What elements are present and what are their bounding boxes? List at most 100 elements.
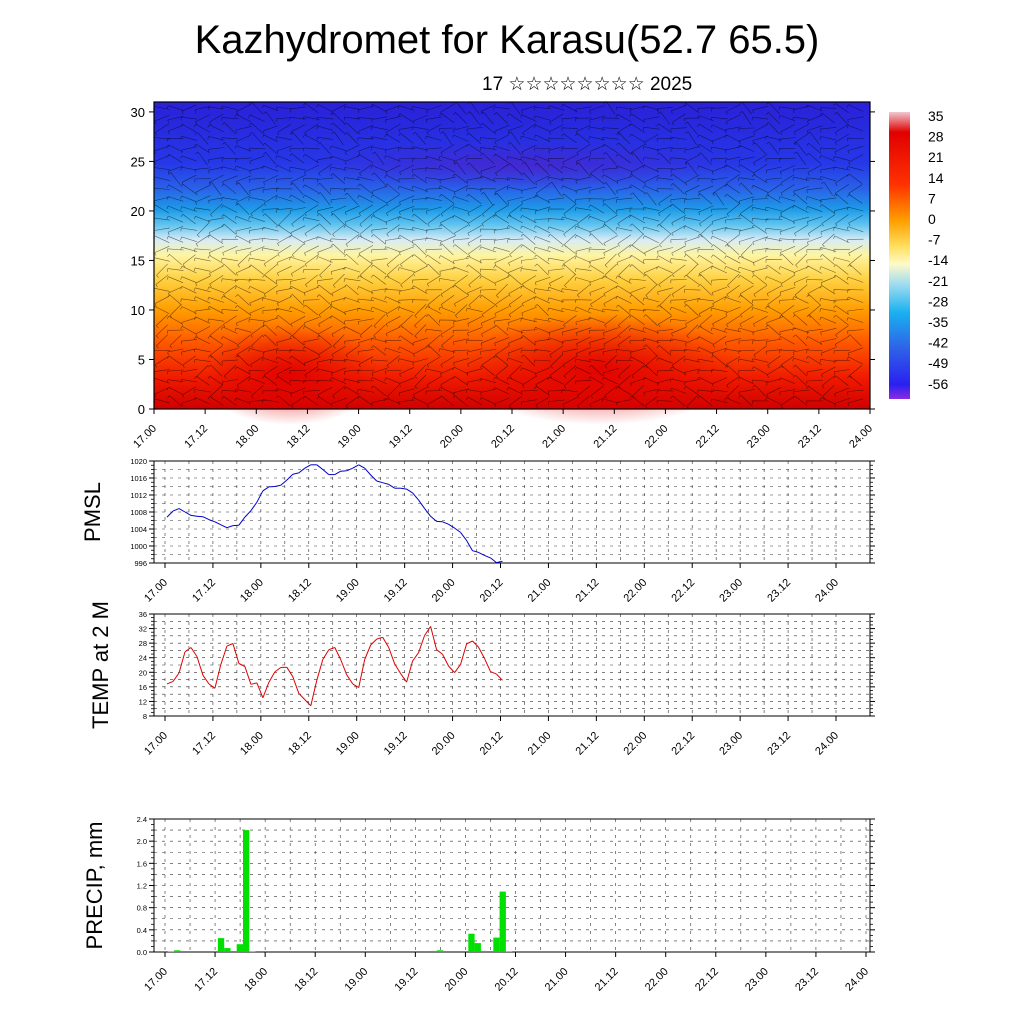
- x-tick-label: 21.12: [574, 577, 602, 605]
- colorbar-label: -28: [928, 293, 948, 309]
- line-segment: [346, 674, 354, 685]
- x-tick-label: 19.12: [382, 730, 410, 758]
- line-segment: [418, 635, 426, 653]
- line-segment: [172, 508, 180, 512]
- heatmap-y-axis: 0 5 10 15 20 25 30: [131, 105, 875, 417]
- x-tick-label: 18.12: [285, 423, 313, 451]
- x-tick-label: 18.12: [292, 966, 320, 994]
- precip-bar: [474, 943, 481, 952]
- line-segment: [250, 501, 258, 511]
- heatmap-panel: 0 5 10 15 20 25 30 17.00 17.12 18.00 18.12 19.00 19…: [131, 101, 875, 451]
- x-tick-label: 20.00: [438, 423, 466, 451]
- y-tick-label: 30: [131, 105, 145, 120]
- x-tick-label: 21.12: [574, 730, 602, 758]
- grid: [154, 613, 870, 717]
- x-tick-label: 22.12: [693, 966, 721, 994]
- colorbar-label: -14: [928, 252, 948, 268]
- line-segment: [382, 637, 390, 648]
- chart-title: Kazhydromet for Karasu(52.7 65.5): [194, 18, 820, 62]
- x-tick-label: 17.00: [142, 966, 170, 994]
- line-segment: [238, 516, 246, 526]
- precip-bar: [249, 951, 256, 952]
- y-tick-label: 996: [134, 559, 147, 568]
- x-tick-label: 22.00: [643, 966, 671, 994]
- line-segment: [208, 683, 216, 689]
- data-series: [166, 464, 503, 564]
- x-tick-label: 23.12: [793, 966, 821, 994]
- line-segment: [256, 490, 264, 503]
- colorbar-scale: [889, 112, 910, 399]
- precip-bar: [493, 937, 500, 952]
- x-tick-label: 23.12: [796, 423, 824, 451]
- precip-bar: [430, 950, 437, 952]
- y-tick-label: 0.4: [137, 926, 147, 935]
- precip-bar: [480, 950, 488, 952]
- line-segment: [466, 640, 473, 645]
- x-tick-label: 20.00: [443, 966, 471, 994]
- x-tick-label: 22.12: [694, 423, 722, 451]
- x-tick-label: 21.12: [591, 423, 619, 451]
- line-segment: [280, 479, 288, 486]
- line-segment: [190, 514, 198, 517]
- precip-bar: [174, 950, 181, 952]
- precip-panel: 0.0 0.4 0.8 1.2 1.6 2.0 2.4 17.00 17.12 18.00 18.1…: [82, 815, 875, 994]
- line-segment: [424, 626, 432, 636]
- chart-subtitle: 17 ☆☆☆☆☆☆☆☆ 2025: [482, 74, 693, 95]
- x-tick-label: 21.00: [526, 730, 554, 758]
- colorbar-labels: 35 28 21 14 7 0 -7 -14 -21 -28 -35 -42 -49 -56: [928, 108, 948, 392]
- line-segment: [376, 636, 383, 640]
- line-segment: [418, 499, 426, 509]
- colorbar-label: -7: [928, 232, 941, 248]
- line-segment: [364, 467, 372, 476]
- precip-bar: [243, 830, 250, 952]
- y-tick-label: 28: [139, 639, 147, 648]
- x-tick-label: 18.00: [238, 730, 266, 758]
- line-segment: [430, 626, 438, 650]
- y-tick-label: 36: [139, 610, 147, 619]
- precip-bar: [224, 948, 231, 952]
- x-tick-label: 20.12: [489, 423, 517, 451]
- x-tick-label: 20.00: [430, 577, 458, 605]
- line-segment: [178, 508, 186, 513]
- x-tick-label: 17.12: [182, 423, 210, 451]
- line-segment: [490, 671, 497, 675]
- line-segment: [322, 649, 330, 660]
- y-tick-label: 2.4: [137, 815, 147, 824]
- line-segment: [292, 472, 299, 475]
- x-tick-label: 19.12: [393, 966, 421, 994]
- y-axis-label: TEMP at 2 M: [88, 601, 113, 729]
- y-tick-label: 1016: [130, 474, 147, 483]
- line-segment: [352, 683, 359, 689]
- x-tick-label: 23.12: [765, 730, 793, 758]
- x-tick-label: 23.12: [765, 577, 793, 605]
- line-segment: [496, 560, 503, 564]
- y-tick-label: 20: [131, 204, 145, 219]
- precip-bar: [217, 938, 225, 952]
- wind-barbs: [153, 101, 864, 410]
- x-tick-label: 17.12: [190, 577, 218, 605]
- x-tick-label: 18.12: [286, 577, 314, 605]
- line-segment: [346, 467, 353, 472]
- line-segment: [334, 647, 342, 660]
- colorbar-label: 0: [928, 211, 936, 227]
- x-tick-label: 17.00: [142, 730, 170, 758]
- y-tick-label: 0: [138, 402, 145, 417]
- line-segment: [496, 673, 503, 681]
- y-axis: 996 1000 1004 1008 1012 1016 1020: [130, 457, 875, 568]
- y-tick-label: 15: [131, 253, 145, 268]
- colorbar-label: 35: [928, 108, 944, 124]
- y-tick-label: 10: [131, 303, 145, 318]
- line-segment: [382, 482, 389, 485]
- colorbar-label: -42: [928, 335, 948, 351]
- heatmap-warm-core-2: [460, 315, 740, 425]
- y-tick-label: 1020: [130, 457, 147, 466]
- line-segment: [322, 469, 330, 475]
- line-segment: [274, 667, 282, 673]
- line-segment: [214, 664, 222, 689]
- precip-bar: [468, 933, 475, 952]
- line-segment: [388, 483, 395, 489]
- x-tick-label: 21.00: [543, 966, 571, 994]
- y-tick-label: 1000: [130, 542, 147, 551]
- line-segment: [220, 524, 228, 529]
- x-tick-label: 22.00: [621, 577, 649, 605]
